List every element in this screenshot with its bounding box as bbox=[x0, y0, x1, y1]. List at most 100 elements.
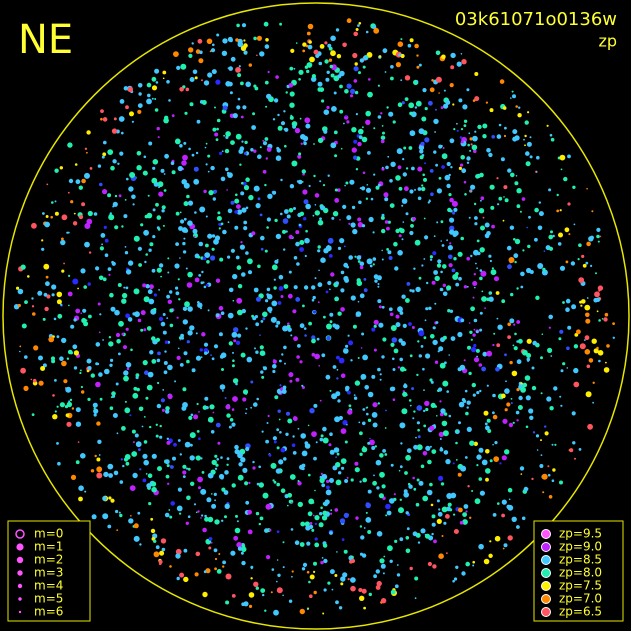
star-dot bbox=[491, 267, 494, 270]
star-dot bbox=[492, 411, 495, 415]
star-dot bbox=[329, 569, 335, 575]
star-dot bbox=[301, 384, 304, 387]
star-dot bbox=[479, 311, 483, 315]
star-dot bbox=[392, 368, 396, 371]
star-dot bbox=[382, 572, 385, 575]
star-dot bbox=[292, 416, 298, 422]
star-dot bbox=[363, 606, 366, 610]
star-dot bbox=[236, 23, 240, 28]
star-dot bbox=[77, 441, 80, 443]
star-dot bbox=[230, 550, 236, 556]
star-dot bbox=[595, 272, 597, 275]
star-dot bbox=[449, 138, 455, 144]
star-dot bbox=[43, 292, 48, 297]
star-dot bbox=[200, 281, 204, 285]
star-dot bbox=[348, 340, 354, 346]
star-dot bbox=[350, 558, 356, 564]
star-dot bbox=[371, 327, 376, 332]
star-dot bbox=[244, 140, 248, 145]
star-dot bbox=[404, 97, 409, 101]
star-dot bbox=[156, 215, 162, 220]
star-dot bbox=[99, 182, 103, 187]
star-dot bbox=[320, 257, 326, 264]
star-dot bbox=[68, 274, 71, 277]
star-dot bbox=[362, 354, 368, 361]
star-dot bbox=[381, 305, 385, 309]
image-id: 03k61071o0136w bbox=[455, 9, 617, 30]
star-dot bbox=[273, 286, 277, 290]
star-dot bbox=[505, 380, 507, 383]
star-dot bbox=[98, 275, 104, 281]
star-dot bbox=[452, 103, 455, 106]
star-dot bbox=[80, 312, 83, 315]
star-dot bbox=[116, 432, 119, 435]
star-dot bbox=[559, 154, 566, 161]
star-dot bbox=[591, 210, 594, 213]
star-dot bbox=[323, 109, 330, 115]
star-dot bbox=[326, 323, 332, 330]
star-dot bbox=[443, 521, 447, 525]
star-dot bbox=[261, 375, 265, 379]
star-dot bbox=[313, 143, 315, 145]
star-dot bbox=[416, 405, 423, 411]
star-dot bbox=[118, 116, 125, 122]
star-dot bbox=[234, 449, 240, 455]
star-dot bbox=[311, 285, 316, 290]
star-dot bbox=[233, 535, 239, 541]
star-dot bbox=[157, 466, 162, 472]
star-dot bbox=[156, 403, 162, 409]
star-dot bbox=[418, 354, 422, 358]
star-dot bbox=[75, 308, 81, 314]
star-dot bbox=[197, 476, 204, 483]
star-dot bbox=[226, 171, 230, 175]
star-dot bbox=[144, 370, 149, 376]
star-dot bbox=[203, 570, 207, 574]
star-dot bbox=[167, 393, 173, 400]
star-dot bbox=[422, 173, 426, 177]
star-dot bbox=[124, 454, 131, 460]
star-dot bbox=[46, 294, 51, 299]
star-dot bbox=[434, 275, 440, 282]
star-dot bbox=[302, 49, 306, 53]
star-dot bbox=[276, 530, 280, 533]
star-dot bbox=[436, 499, 440, 503]
star-dot bbox=[112, 201, 118, 207]
star-dot bbox=[147, 371, 154, 378]
star-dot bbox=[216, 118, 221, 123]
star-dot bbox=[559, 265, 566, 271]
star-dot bbox=[509, 360, 513, 365]
star-dot bbox=[496, 134, 502, 139]
star-dot bbox=[243, 220, 248, 225]
star-dot bbox=[100, 109, 104, 113]
star-dot bbox=[457, 472, 462, 477]
star-dot bbox=[160, 321, 166, 327]
star-dot bbox=[466, 426, 472, 432]
star-dot bbox=[155, 202, 159, 207]
star-dot bbox=[242, 397, 247, 402]
star-dot bbox=[475, 262, 477, 265]
star-dot bbox=[251, 314, 255, 318]
star-dot bbox=[394, 584, 399, 589]
star-dot bbox=[390, 589, 396, 595]
star-dot bbox=[360, 347, 363, 349]
star-dot bbox=[267, 306, 273, 312]
star-dot bbox=[502, 219, 505, 222]
star-dot bbox=[550, 230, 553, 234]
star-dot bbox=[405, 511, 409, 515]
star-dot bbox=[155, 545, 160, 550]
star-dot bbox=[460, 155, 466, 160]
star-dot bbox=[293, 207, 296, 210]
star-dot bbox=[419, 149, 424, 154]
star-dot bbox=[372, 422, 378, 428]
star-dot bbox=[133, 288, 140, 295]
star-dot bbox=[191, 42, 194, 45]
star-dot bbox=[232, 113, 238, 119]
star-dot bbox=[333, 447, 340, 453]
star-dot bbox=[155, 434, 159, 438]
star-dot bbox=[509, 225, 515, 230]
star-dot bbox=[434, 131, 436, 133]
star-dot bbox=[210, 354, 213, 356]
star-dot bbox=[276, 559, 279, 561]
star-dot bbox=[214, 519, 220, 525]
star-dot bbox=[334, 154, 338, 158]
